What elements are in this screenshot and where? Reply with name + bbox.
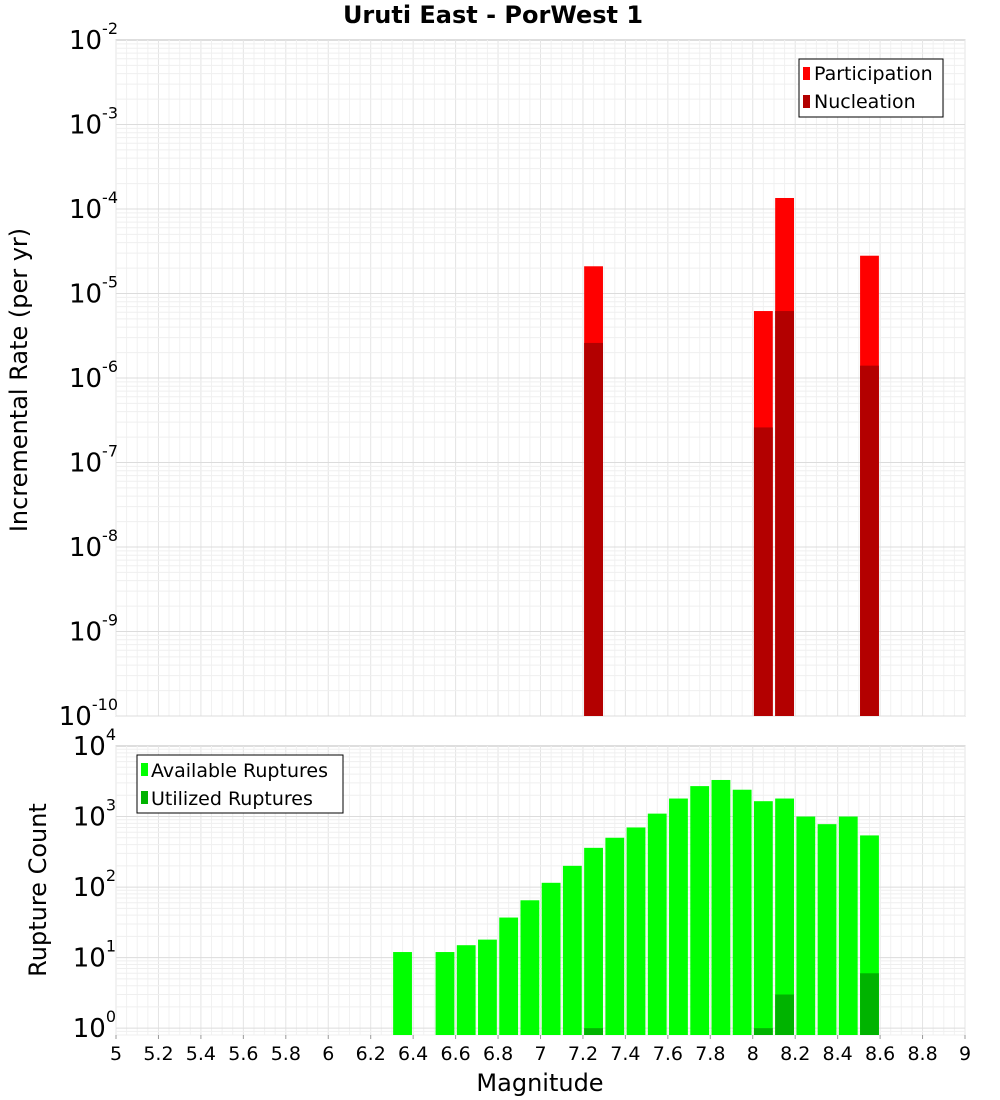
bar-available-ruptures <box>541 882 561 1035</box>
y-tick-label: 10-3 <box>69 104 118 141</box>
x-tick-label: 5.4 <box>186 1043 216 1065</box>
x-tick-label: 7.8 <box>695 1043 725 1065</box>
bar-available-ruptures <box>562 865 582 1035</box>
y-tick-label: 10-9 <box>69 611 118 648</box>
x-tick-label: 5.2 <box>143 1043 173 1065</box>
y-tick-label: 100 <box>73 1007 116 1044</box>
x-tick-label: 7.2 <box>568 1043 598 1065</box>
chart-title: Uruti East - PorWest 1 <box>343 1 643 29</box>
bar-utilized-ruptures <box>775 994 794 1035</box>
x-tick-label: 8.6 <box>865 1043 895 1065</box>
bar-available-ruptures <box>435 952 455 1035</box>
count-bars <box>393 779 879 1035</box>
y-tick-label: 10-2 <box>69 19 118 56</box>
y-tick-label: 101 <box>73 937 116 974</box>
bar-available-ruptures <box>520 900 540 1035</box>
x-tick-label: 6.2 <box>356 1043 386 1065</box>
y-tick-label: 104 <box>73 725 116 762</box>
count-legend: Available Ruptures Utilized Ruptures <box>136 754 344 814</box>
x-tick-label: 7.4 <box>610 1043 640 1065</box>
count-panel: 100 101 102 103 104 5 5.2 5.4 5.6 5.8 6 6.2 6.4 6.6 6… <box>24 725 971 1097</box>
x-tick-label: 8 <box>747 1043 759 1065</box>
bar-available-ruptures <box>647 813 667 1035</box>
legend-label-available: Available Ruptures <box>151 760 328 782</box>
x-tick-label: 8.2 <box>780 1043 810 1065</box>
x-tick-label: 5.8 <box>271 1043 301 1065</box>
rate-y-ticks: 10-10 10-9 10-8 10-7 10-6 10-5 10-4 10-3 10-2 <box>59 19 118 732</box>
count-y-axis-label: Rupture Count <box>24 803 52 977</box>
y-tick-label: 10-8 <box>69 526 118 563</box>
y-tick-label: 103 <box>73 796 116 833</box>
bar-available-ruptures <box>605 837 625 1035</box>
bar-utilized-ruptures <box>860 973 879 1035</box>
bar-available-ruptures <box>478 939 497 1035</box>
x-ticks: 5 5.2 5.4 5.6 5.8 6 6.2 6.4 6.6 6.8 7 7.2 7.4 7.6 7.8 8… <box>110 1035 971 1065</box>
rate-legend-box <box>798 58 944 118</box>
rate-y-axis-label: Incremental Rate (per yr) <box>5 228 33 532</box>
y-tick-label: 10-4 <box>69 188 118 225</box>
x-tick-label: 6 <box>322 1043 334 1065</box>
bar-available-ruptures <box>711 779 731 1035</box>
bar-available-ruptures <box>753 801 773 1035</box>
x-tick-label: 6.6 <box>440 1043 470 1065</box>
y-tick-label: 102 <box>73 866 116 903</box>
bar-available-ruptures <box>838 816 858 1035</box>
x-tick-label: 5.6 <box>228 1043 258 1065</box>
rate-panel: 10-10 10-9 10-8 10-7 10-6 10-5 10-4 10-3 10-2 In… <box>5 19 966 732</box>
legend-swatch-utilized <box>141 791 148 804</box>
bar-utilized-ruptures <box>753 1028 773 1035</box>
bar-available-ruptures <box>499 917 519 1035</box>
bar-available-ruptures <box>690 786 710 1035</box>
bar-available-ruptures <box>732 789 752 1035</box>
bar-nucleation <box>775 311 794 716</box>
bar-nucleation <box>860 365 879 716</box>
rate-legend: Participation Nucleation <box>798 58 944 118</box>
x-tick-label: 8.8 <box>907 1043 937 1065</box>
y-tick-label: 10-10 <box>59 695 118 732</box>
bar-nucleation <box>753 427 773 716</box>
count-legend-box <box>136 754 344 814</box>
x-tick-label: 7.6 <box>653 1043 683 1065</box>
bar-available-ruptures <box>393 952 412 1035</box>
bar-available-ruptures <box>775 798 794 1035</box>
legend-label-utilized: Utilized Ruptures <box>151 788 313 810</box>
bar-nucleation <box>584 342 603 716</box>
x-tick-label: 9 <box>959 1043 971 1065</box>
y-tick-label: 10-7 <box>69 442 118 479</box>
legend-label-nucleation: Nucleation <box>814 91 916 113</box>
x-tick-label: 6.8 <box>483 1043 513 1065</box>
x-tick-label: 6.4 <box>398 1043 428 1065</box>
x-tick-label: 5 <box>110 1043 122 1065</box>
x-tick-label: 8.4 <box>823 1043 853 1065</box>
bar-available-ruptures <box>584 847 603 1035</box>
y-tick-label: 10-6 <box>69 357 118 394</box>
bar-available-ruptures <box>456 945 476 1035</box>
y-tick-label: 10-5 <box>69 273 118 310</box>
bar-utilized-ruptures <box>584 1028 603 1035</box>
x-axis-label: Magnitude <box>476 1069 603 1097</box>
legend-swatch-nucleation <box>803 95 810 108</box>
rate-bars <box>584 197 879 716</box>
legend-swatch-available <box>141 763 148 776</box>
bar-available-ruptures <box>669 798 688 1035</box>
count-y-ticks: 100 101 102 103 104 <box>73 725 116 1044</box>
rate-grid <box>115 40 966 717</box>
bar-available-ruptures <box>796 816 816 1035</box>
x-tick-label: 7 <box>534 1043 546 1065</box>
bar-available-ruptures <box>817 824 837 1035</box>
legend-swatch-participation <box>803 67 810 80</box>
legend-label-participation: Participation <box>814 63 933 85</box>
bar-available-ruptures <box>626 827 646 1035</box>
